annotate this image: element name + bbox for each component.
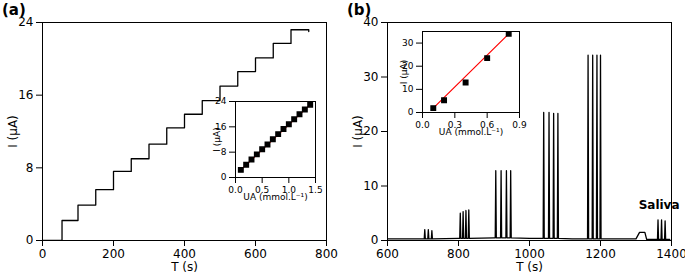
svg-text:0: 0	[26, 233, 34, 247]
svg-text:10: 10	[402, 84, 414, 94]
svg-text:0: 0	[371, 233, 379, 247]
svg-text:1400: 1400	[656, 247, 685, 261]
html-text:(a): (a)	[2, 1, 26, 19]
svg-text:16: 16	[18, 88, 33, 102]
svg-text:0.5: 0.5	[255, 184, 270, 195]
svg-text:0: 0	[39, 247, 47, 261]
svg-text:I (μA): I (μA)	[212, 127, 222, 151]
svg-text:800: 800	[315, 247, 338, 261]
svg-text:800: 800	[447, 247, 470, 261]
svg-text:20: 20	[363, 124, 378, 138]
svg-text:16: 16	[215, 121, 227, 132]
svg-text:40: 40	[363, 15, 379, 30]
svg-text:0.0: 0.0	[228, 185, 243, 195]
svg-text:0.0: 0.0	[415, 120, 430, 130]
svg-text:UA (mmol.L⁻¹): UA (mmol.L⁻¹)	[243, 192, 307, 202]
svg-text:Saliva: Saliva	[639, 198, 680, 212]
svg-text:24: 24	[215, 96, 227, 106]
svg-text:T (s): T (s)	[515, 260, 543, 274]
svg-text:600: 600	[244, 247, 267, 261]
svg-text:T (s): T (s)	[170, 260, 198, 274]
svg-text:0: 0	[221, 172, 227, 182]
svg-text:0: 0	[408, 107, 414, 117]
svg-text:1.0: 1.0	[281, 184, 296, 195]
svg-text:1200: 1200	[585, 247, 616, 261]
svg-text:8: 8	[26, 161, 34, 175]
svg-text:I (μA): I (μA)	[399, 60, 409, 84]
svg-text:I (μA): I (μA)	[6, 115, 20, 148]
svg-text:30: 30	[402, 38, 414, 48]
svg-text:UA (mmol.L⁻¹): UA (mmol.L⁻¹)	[439, 127, 503, 137]
svg-text:200: 200	[102, 247, 125, 261]
svg-text:8: 8	[220, 147, 227, 157]
svg-text:1.5: 1.5	[308, 185, 322, 195]
svg-text:I (μA): I (μA)	[351, 115, 365, 148]
html-text:(b): (b)	[347, 1, 372, 19]
svg-text:0.9: 0.9	[512, 120, 527, 130]
svg-text:30: 30	[363, 70, 378, 84]
svg-text:24: 24	[18, 15, 34, 30]
svg-text:1000: 1000	[514, 247, 545, 261]
svg-text:0.3: 0.3	[447, 119, 462, 130]
svg-text:600: 600	[376, 247, 399, 261]
svg-text:10: 10	[363, 179, 378, 193]
svg-text:0.6: 0.6	[480, 119, 495, 130]
svg-text:400: 400	[173, 247, 196, 261]
